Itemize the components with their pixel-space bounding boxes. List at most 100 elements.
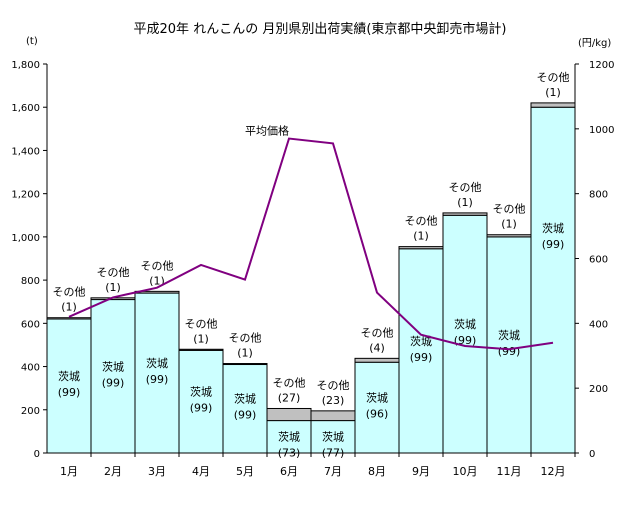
label-other-share: (1) xyxy=(193,332,209,345)
label-other-share: (1) xyxy=(413,230,429,243)
label-other-name: その他 xyxy=(185,317,218,330)
right-tick-label: 1000 xyxy=(589,125,614,136)
label-other-share: (1) xyxy=(105,281,121,294)
label-ibaraki-share: (99) xyxy=(542,238,565,251)
x-tick-label: 1月 xyxy=(60,465,78,478)
right-tick-label: 0 xyxy=(589,449,595,460)
label-other-share: (4) xyxy=(369,341,385,354)
x-tick-label: 2月 xyxy=(104,465,122,478)
left-tick-label: 800 xyxy=(21,276,40,287)
x-tick-label: 12月 xyxy=(541,465,566,478)
right-tick-label: 800 xyxy=(589,190,608,201)
label-ibaraki-name: 茨城 xyxy=(366,391,388,405)
x-tick-label: 3月 xyxy=(148,465,166,478)
bar-other xyxy=(310,410,356,422)
x-tick-label: 8月 xyxy=(368,465,386,478)
bar-other xyxy=(178,348,224,351)
label-ibaraki-share: (99) xyxy=(410,351,433,364)
label-ibaraki-name: 茨城 xyxy=(58,369,80,383)
label-other-name: その他 xyxy=(273,376,306,389)
label-other-share: (1) xyxy=(501,218,517,231)
left-tick-label: 600 xyxy=(21,319,40,330)
bar-ibaraki xyxy=(486,236,532,454)
label-ibaraki-name: 茨城 xyxy=(102,359,124,373)
x-tick-label: 4月 xyxy=(192,465,210,478)
right-tick-label: 200 xyxy=(589,384,608,395)
label-ibaraki-share: (99) xyxy=(498,345,521,358)
left-tick-label: 1,200 xyxy=(11,190,40,201)
label-other-name: その他 xyxy=(361,326,394,339)
x-tick-label: 6月 xyxy=(280,465,298,478)
left-tick-label: 400 xyxy=(21,363,40,374)
label-ibaraki-name: 茨城 xyxy=(542,221,564,235)
label-other-name: その他 xyxy=(141,259,174,272)
left-tick-label: 200 xyxy=(21,406,40,417)
label-other-name: その他 xyxy=(229,332,262,345)
left-tick-label: 1,600 xyxy=(11,103,40,114)
label-other-share: (1) xyxy=(149,274,165,287)
x-tick-label: 5月 xyxy=(236,465,254,478)
label-other-share: (23) xyxy=(322,394,345,407)
label-other-name: その他 xyxy=(317,379,350,392)
label-other-name: その他 xyxy=(97,266,130,279)
right-tick-label: 600 xyxy=(589,255,608,266)
label-other-name: その他 xyxy=(449,181,482,194)
left-tick-label: 0 xyxy=(34,449,40,460)
label-ibaraki-share: (96) xyxy=(366,408,389,421)
right-axis-unit: (円/kg) xyxy=(578,38,612,49)
label-other-name: その他 xyxy=(405,215,438,228)
chart-title: 平成20年 れんこんの 月別県別出荷実績(東京都中央卸売市場計) xyxy=(133,22,507,37)
x-tick-label: 9月 xyxy=(412,465,430,478)
bar-ibaraki xyxy=(354,361,400,454)
bar-other xyxy=(354,357,400,363)
label-other-name: その他 xyxy=(493,203,526,216)
label-other-share: (1) xyxy=(237,347,253,360)
bar-other xyxy=(530,102,576,108)
average-price-line xyxy=(68,137,554,351)
left-axis-unit: (t) xyxy=(26,36,38,47)
label-ibaraki-name: 茨城 xyxy=(322,430,344,444)
bar-ibaraki xyxy=(530,106,576,454)
label-ibaraki-share: (99) xyxy=(234,409,257,422)
bar-ibaraki xyxy=(266,420,312,454)
label-ibaraki-share: (73) xyxy=(278,447,301,460)
label-ibaraki-share: (77) xyxy=(322,447,345,460)
label-ibaraki-name: 茨城 xyxy=(498,328,520,342)
x-tick-label: 7月 xyxy=(324,465,342,478)
bar-other xyxy=(266,407,312,422)
bar-ibaraki xyxy=(222,363,268,454)
bar-other xyxy=(442,212,488,216)
left-tick-label: 1,000 xyxy=(11,233,40,244)
label-ibaraki-name: 茨城 xyxy=(454,317,476,331)
bar-other xyxy=(222,363,268,366)
bar-other xyxy=(46,317,92,320)
label-ibaraki-share: (99) xyxy=(58,386,81,399)
bar-ibaraki xyxy=(398,248,444,454)
bar-ibaraki xyxy=(442,214,488,454)
label-ibaraki-name: 茨城 xyxy=(278,430,300,444)
label-other-share: (27) xyxy=(278,391,301,404)
bar-ibaraki xyxy=(134,292,180,454)
label-ibaraki-name: 茨城 xyxy=(234,392,256,406)
x-tick-label: 11月 xyxy=(497,465,522,478)
label-ibaraki-share: (99) xyxy=(102,376,125,389)
label-other-share: (1) xyxy=(61,301,77,314)
label-other-share: (1) xyxy=(457,196,473,209)
label-ibaraki-share: (99) xyxy=(146,373,169,386)
right-tick-label: 400 xyxy=(589,319,608,330)
bar-other xyxy=(486,234,532,238)
label-other-share: (1) xyxy=(545,86,561,99)
label-ibaraki-share: (99) xyxy=(190,402,213,415)
right-tick-label: 1200 xyxy=(589,60,614,71)
label-other-name: その他 xyxy=(53,286,86,299)
label-ibaraki-name: 茨城 xyxy=(190,385,212,399)
label-ibaraki-name: 茨城 xyxy=(146,356,168,370)
bar-ibaraki xyxy=(310,420,356,454)
bar-other xyxy=(398,246,444,250)
label-ibaraki-name: 茨城 xyxy=(410,334,432,348)
average-price-label: 平均価格 xyxy=(245,124,289,138)
left-tick-label: 1,800 xyxy=(11,60,40,71)
x-tick-label: 10月 xyxy=(453,465,478,478)
label-other-name: その他 xyxy=(537,71,570,84)
